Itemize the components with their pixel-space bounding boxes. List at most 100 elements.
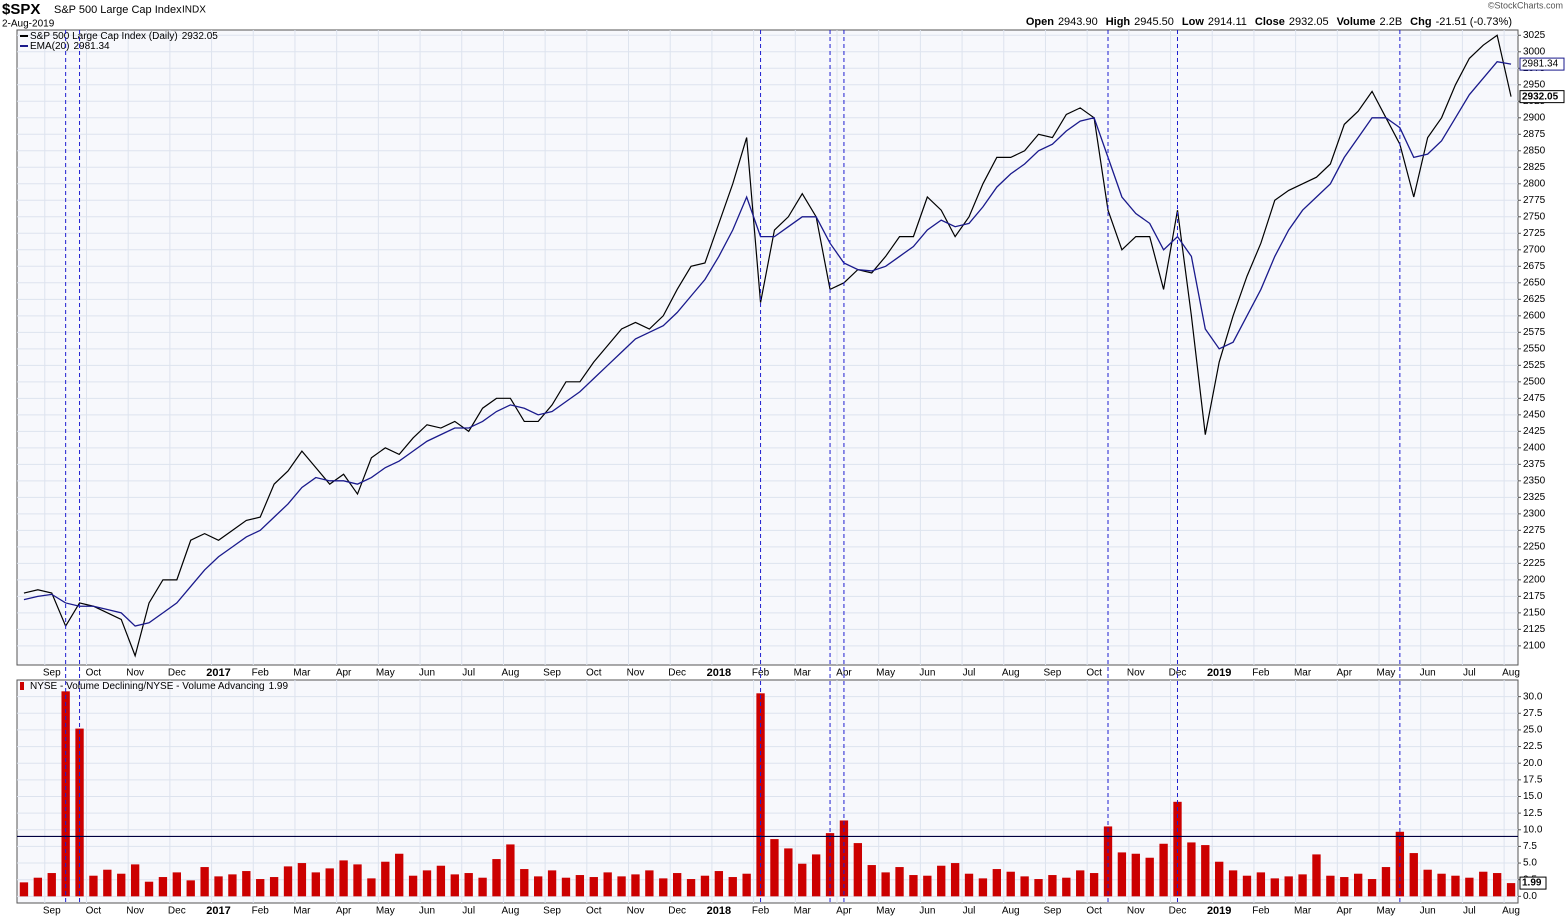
y-tick-label: 5.0	[1523, 858, 1537, 869]
x-tick-label: Feb	[252, 906, 270, 917]
x-tick-label: Dec	[1169, 906, 1187, 917]
x-tick-label: Aug	[1502, 668, 1520, 679]
bar	[478, 877, 487, 897]
x-tick-label: Feb	[752, 906, 770, 917]
y-tick-label: 2250	[1523, 541, 1546, 552]
bar	[853, 843, 863, 897]
bar	[339, 860, 348, 897]
x-tick-label: Mar	[794, 906, 812, 917]
x-tick-label: 2018	[707, 905, 731, 917]
y-tick-label: 22.5	[1523, 741, 1543, 752]
stat-value: 2.2B	[1380, 16, 1403, 28]
x-tick-label: Nov	[126, 668, 144, 679]
bar	[1326, 875, 1335, 897]
bar	[798, 863, 807, 897]
legend-entry: NYSE - Volume Declining/NYSE - Volume Ad…	[30, 681, 288, 692]
x-tick-label: 2019	[1207, 667, 1231, 679]
x-tick-label: Mar	[1294, 668, 1312, 679]
stat-value: -21.51 (-0.73%)	[1436, 16, 1512, 28]
x-tick-label: Jun	[419, 668, 435, 679]
bar	[103, 869, 112, 897]
y-tick-label: 2425	[1523, 426, 1546, 437]
y-tick-label: 15.0	[1523, 791, 1543, 802]
x-tick-label: Jul	[1463, 668, 1476, 679]
y-tick-label: 2150	[1523, 607, 1546, 618]
x-tick-label: Oct	[86, 906, 102, 917]
price-line	[23, 34, 1512, 658]
stat-value: 2932.05	[1289, 16, 1329, 28]
bar	[742, 873, 751, 897]
bar	[1076, 870, 1085, 897]
bar	[1103, 826, 1113, 897]
x-tick-label: Nov	[1127, 668, 1145, 679]
stat-label: Chg	[1410, 16, 1431, 28]
x-tick-label: Jun	[419, 906, 435, 917]
x-tick-label: Oct	[1086, 668, 1102, 679]
x-tick-label: Apr	[1336, 668, 1352, 679]
x-tick-label: May	[876, 906, 895, 917]
y-tick-label: 2450	[1523, 409, 1546, 420]
y-tick-label: 2950	[1523, 79, 1546, 90]
x-tick-label: Aug	[1002, 906, 1020, 917]
last-value: 1.99	[1522, 878, 1542, 889]
y-tick-label: 2325	[1523, 492, 1546, 503]
y-tick-label: 2500	[1523, 376, 1546, 387]
x-tick-label: Jul	[963, 906, 976, 917]
bar	[617, 876, 626, 897]
bar	[117, 873, 126, 897]
y-tick-label: 3025	[1523, 30, 1546, 41]
y-tick-label: 2750	[1523, 211, 1546, 222]
legend-name: NYSE - Volume Declining/NYSE - Volume Ad…	[30, 681, 265, 692]
x-tick-label: Aug	[501, 668, 519, 679]
x-tick-label: Jun	[919, 906, 935, 917]
x-tick-label: Feb	[752, 668, 770, 679]
bar	[1479, 871, 1488, 897]
y-tick-label: 2675	[1523, 261, 1546, 272]
stat-label: Open	[1026, 16, 1054, 28]
bar	[1270, 878, 1279, 897]
symbol: $SPX	[2, 1, 40, 18]
bar	[645, 870, 654, 897]
bar	[950, 863, 960, 897]
price-line	[23, 60, 1512, 627]
bar	[631, 874, 640, 897]
last-value: 2981.34	[1522, 59, 1559, 70]
x-tick-label: Oct	[586, 668, 602, 679]
bar	[1354, 873, 1363, 897]
legend-name: S&P 500 Large Cap Index (Daily)	[30, 31, 178, 42]
x-tick-label: Sep	[543, 668, 561, 679]
bar	[89, 875, 98, 897]
x-tick-label: Aug	[1502, 906, 1520, 917]
bar	[534, 876, 543, 897]
bar	[978, 878, 988, 897]
y-tick-label: 2575	[1523, 327, 1546, 338]
bar	[1298, 874, 1307, 897]
bar	[1228, 870, 1238, 897]
credit: ©StockCharts.com	[1488, 0, 1563, 10]
x-tick-label: Jun	[919, 668, 935, 679]
stat-value: 2914.11	[1208, 16, 1247, 28]
bar	[784, 848, 793, 897]
x-tick-label: Sep	[543, 906, 561, 917]
y-tick-label: 2800	[1523, 178, 1546, 189]
y-tick-label: 2175	[1523, 591, 1546, 602]
stat-label: Close	[1255, 16, 1285, 28]
y-tick-label: 2825	[1523, 162, 1546, 173]
bar	[19, 882, 29, 897]
x-tick-label: Mar	[1294, 906, 1312, 917]
legend-value: 2932.05	[182, 31, 219, 42]
x-tick-label: Sep	[43, 668, 61, 679]
bar	[1048, 875, 1057, 897]
bar	[672, 873, 682, 897]
bar	[589, 877, 598, 897]
y-tick-label: 2725	[1523, 228, 1546, 239]
bar	[311, 872, 320, 897]
x-tick-label: Dec	[168, 668, 186, 679]
bar	[367, 878, 376, 897]
bar	[381, 861, 390, 897]
y-tick-label: 27.5	[1523, 708, 1543, 719]
bar	[1284, 876, 1293, 897]
bar	[547, 870, 557, 897]
y-tick-label: 2900	[1523, 112, 1546, 123]
x-tick-label: May	[376, 906, 395, 917]
